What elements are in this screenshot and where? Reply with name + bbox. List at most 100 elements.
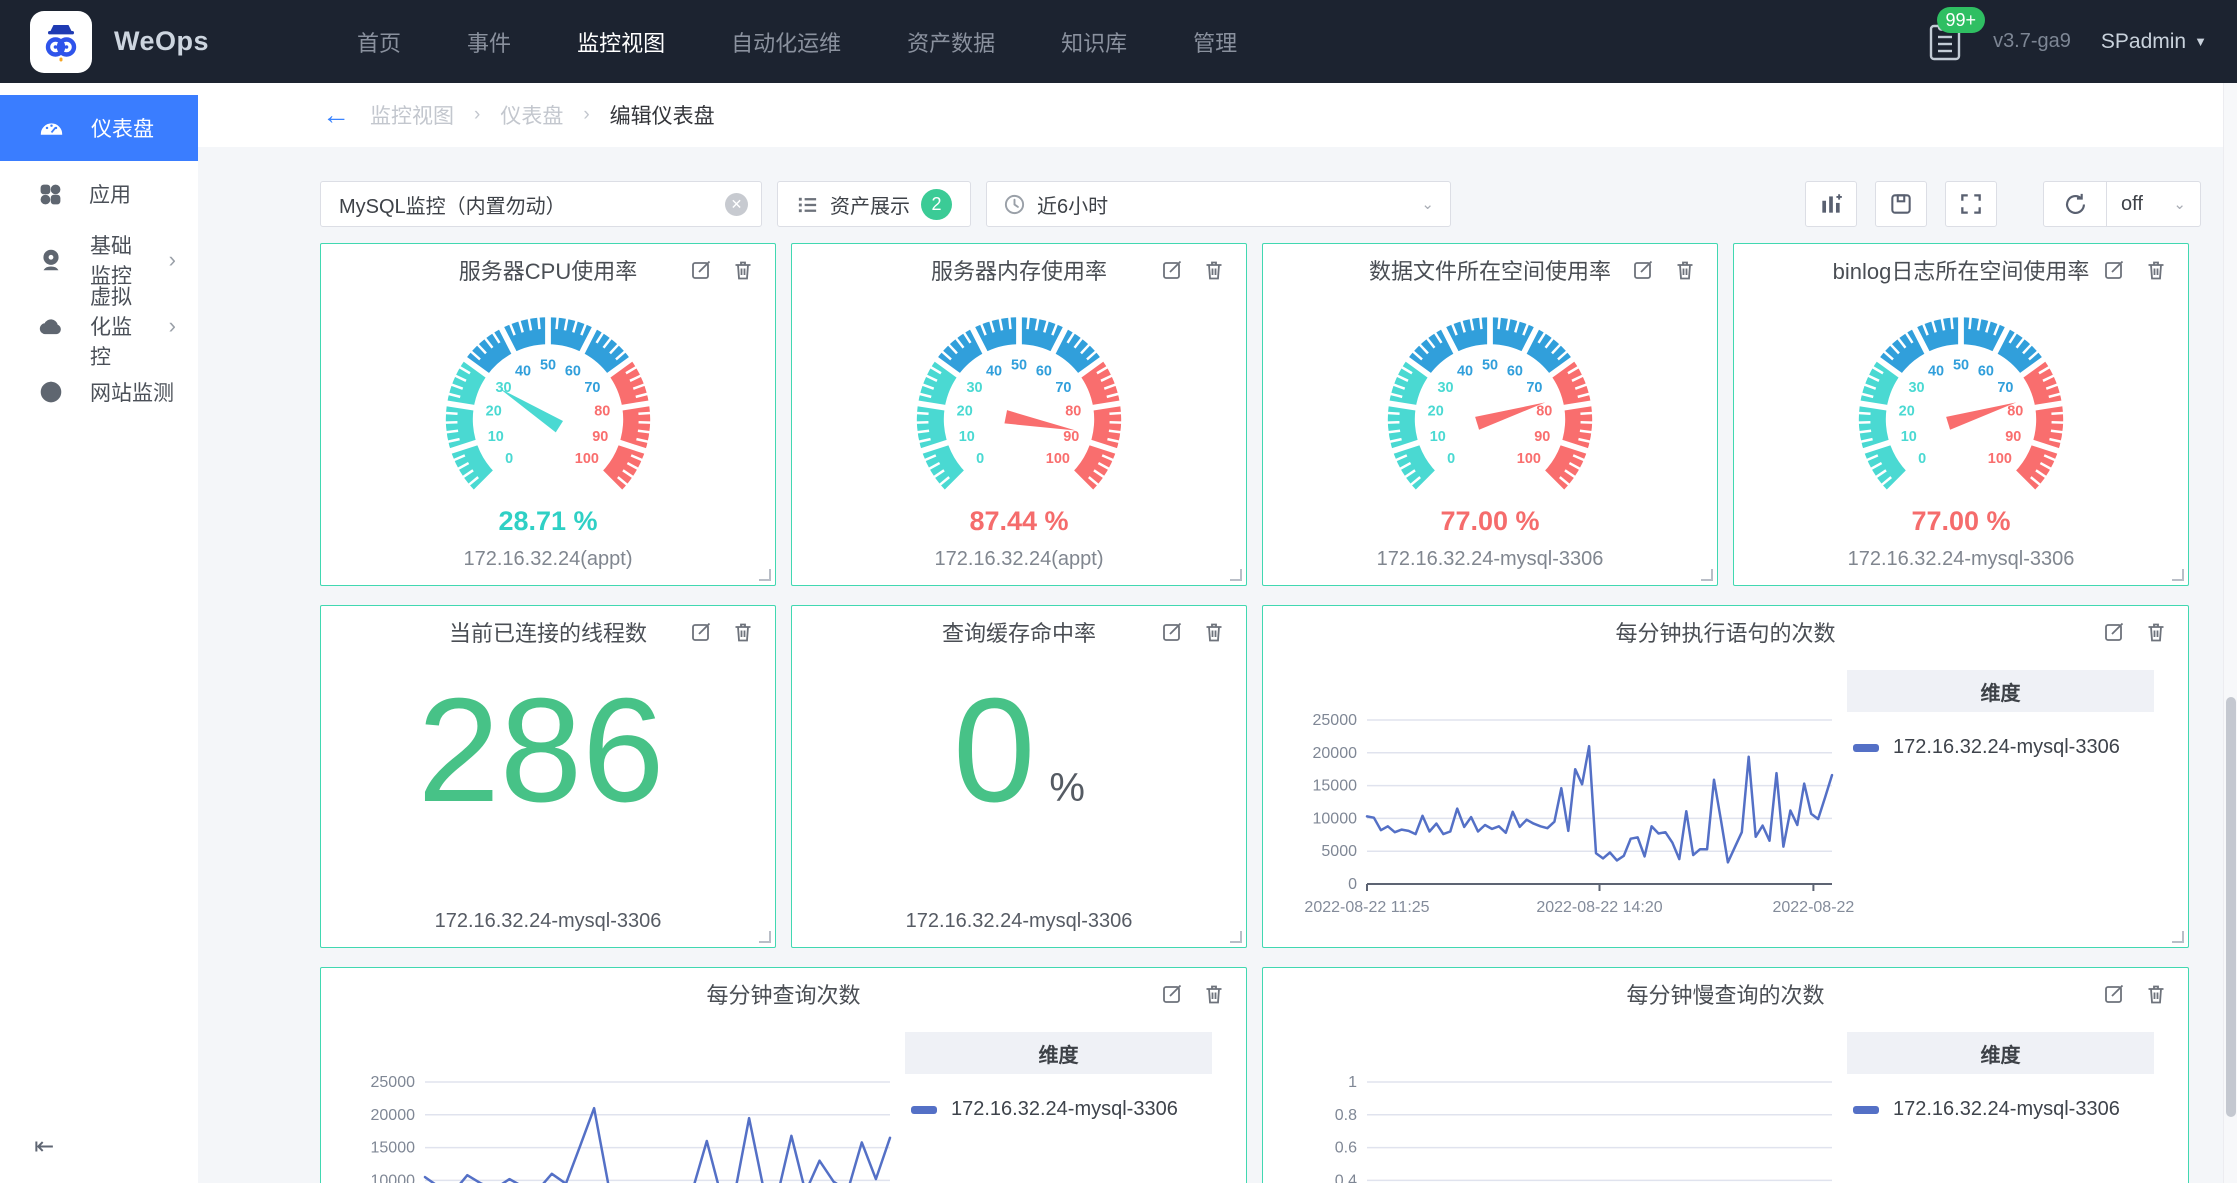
sidebar-item-virtualization-monitoring[interactable]: 虚拟化监控 › bbox=[0, 286, 198, 369]
sidebar-item-website-monitoring[interactable]: 网站监测 bbox=[0, 359, 198, 425]
breadcrumb-monitor-view[interactable]: 监控视图 bbox=[370, 105, 454, 128]
save-dashboard-button[interactable] bbox=[1875, 181, 1927, 227]
fullscreen-button[interactable] bbox=[1945, 181, 1997, 227]
edit-chart-icon[interactable] bbox=[689, 258, 713, 282]
delete-chart-icon[interactable] bbox=[731, 620, 755, 644]
card-footer: 172.16.32.24-mysql-3306 bbox=[905, 910, 1133, 932]
svg-text:25000: 25000 bbox=[371, 1074, 416, 1091]
page-scrollbar-track[interactable] bbox=[2223, 83, 2237, 1183]
delete-chart-icon[interactable] bbox=[2144, 982, 2168, 1006]
svg-text:60: 60 bbox=[565, 363, 581, 379]
nav-item-monitor-view[interactable]: 监控视图 bbox=[577, 30, 666, 56]
legend-header: 维度 bbox=[1847, 1032, 2154, 1074]
edit-chart-icon[interactable] bbox=[1160, 258, 1184, 282]
edit-chart-icon[interactable] bbox=[2102, 982, 2126, 1006]
legend-panel: 维度 172.16.32.24-mysql-3306 bbox=[1847, 1020, 2154, 1183]
delete-chart-icon[interactable] bbox=[1673, 258, 1697, 282]
card-title: 服务器内存使用率 bbox=[930, 259, 1107, 284]
resize-handle[interactable] bbox=[1230, 931, 1242, 943]
top-navigation: 首页 事件 监控视图 自动化运维 资产数据 知识库 管理 bbox=[357, 26, 1237, 58]
resize-handle[interactable] bbox=[1701, 569, 1713, 581]
nav-item-home[interactable]: 首页 bbox=[357, 30, 402, 56]
notification-count-badge: 99+ bbox=[1936, 6, 1986, 33]
filter-toolbar-row: ✕ 资产展示 2 近6小 bbox=[320, 181, 2201, 227]
sidebar-item-applications[interactable]: 应用 bbox=[0, 161, 198, 227]
edit-chart-icon[interactable] bbox=[2102, 620, 2126, 644]
delete-chart-icon[interactable] bbox=[1202, 258, 1226, 282]
resize-handle[interactable] bbox=[1230, 569, 1242, 581]
back-arrow-icon[interactable]: ← bbox=[322, 99, 350, 130]
svg-text:5000: 5000 bbox=[1321, 843, 1357, 860]
svg-text:0: 0 bbox=[505, 451, 513, 467]
weops-logo[interactable] bbox=[30, 10, 92, 73]
edit-chart-icon[interactable] bbox=[1160, 620, 1184, 644]
chevron-down-icon: ▼ bbox=[2194, 34, 2207, 49]
navbar-right: 99+ v3.7-ga9 SPadmin ▼ bbox=[1927, 6, 2207, 63]
chart-card-query-cache-hit-rate: 查询缓存命中率 0 % 172.16.32.24-mysql-3306 bbox=[791, 605, 1247, 948]
resize-handle[interactable] bbox=[759, 569, 771, 581]
chart-card-slow-queries-per-minute: 每分钟慢查询的次数 00.20.40.60.81 维度 172.16. bbox=[1262, 967, 2189, 1183]
nav-item-automation[interactable]: 自动化运维 bbox=[731, 30, 842, 56]
card-footer: 172.16.32.24(appt) bbox=[463, 548, 633, 570]
notifications-button[interactable]: 99+ bbox=[1927, 6, 1986, 63]
delete-chart-icon[interactable] bbox=[731, 258, 755, 282]
delete-chart-icon[interactable] bbox=[2144, 258, 2168, 282]
nav-item-admin[interactable]: 管理 bbox=[1193, 30, 1238, 56]
add-chart-button[interactable] bbox=[1805, 181, 1857, 227]
sidebar-item-dashboard[interactable]: 仪表盘 bbox=[0, 95, 198, 161]
breadcrumb-dashboard[interactable]: 仪表盘 bbox=[500, 105, 564, 128]
svg-text:25000: 25000 bbox=[1313, 712, 1358, 729]
stat-unit: % bbox=[1049, 766, 1085, 810]
nav-item-knowledge-base[interactable]: 知识库 bbox=[1061, 30, 1128, 56]
edit-chart-icon[interactable] bbox=[1160, 982, 1184, 1006]
card-title: 数据文件所在空间使用率 bbox=[1368, 259, 1611, 284]
save-icon bbox=[1891, 194, 1911, 214]
resize-handle[interactable] bbox=[2172, 569, 2184, 581]
clear-input-icon[interactable]: ✕ bbox=[725, 193, 748, 216]
svg-text:50: 50 bbox=[540, 357, 556, 373]
bar-chart-plus-icon bbox=[1822, 194, 1842, 213]
resize-handle[interactable] bbox=[759, 931, 771, 943]
svg-text:90: 90 bbox=[592, 429, 608, 445]
edit-chart-icon[interactable] bbox=[1631, 258, 1655, 282]
svg-text:80: 80 bbox=[1065, 404, 1081, 420]
refresh-button[interactable] bbox=[2044, 182, 2106, 226]
svg-text:80: 80 bbox=[2007, 404, 2023, 420]
gauge-value: 77.00 % bbox=[1440, 506, 1540, 536]
edit-chart-icon[interactable] bbox=[689, 620, 713, 644]
card-footer: 172.16.32.24-mysql-3306 bbox=[1376, 548, 1604, 570]
nav-item-events[interactable]: 事件 bbox=[467, 30, 512, 56]
legend-item[interactable]: 172.16.32.24-mysql-3306 bbox=[1847, 736, 2154, 759]
sidebar: 仪表盘 应用 基础监控 › 虚拟化监控 › bbox=[0, 83, 198, 1183]
delete-chart-icon[interactable] bbox=[2144, 620, 2168, 644]
resize-handle[interactable] bbox=[2172, 931, 2184, 943]
svg-text:50: 50 bbox=[1482, 357, 1498, 373]
page-scrollbar-thumb[interactable] bbox=[2226, 697, 2236, 1117]
chevron-down-icon: ⌄ bbox=[2173, 196, 2186, 213]
asset-display-button[interactable]: 资产展示 2 bbox=[777, 181, 971, 227]
nav-item-asset-data[interactable]: 资产数据 bbox=[907, 30, 996, 56]
sidebar-collapse-button[interactable]: ⇤ bbox=[34, 1133, 55, 1160]
delete-chart-icon[interactable] bbox=[1202, 982, 1226, 1006]
legend-panel: 维度 172.16.32.24-mysql-3306 bbox=[905, 1020, 1212, 1183]
legend-item[interactable]: 172.16.32.24-mysql-3306 bbox=[1847, 1098, 2154, 1121]
edit-chart-icon[interactable] bbox=[2102, 258, 2126, 282]
sidebar-item-basic-monitoring[interactable]: 基础监控 › bbox=[0, 227, 198, 293]
svg-text:80: 80 bbox=[594, 404, 610, 420]
user-menu[interactable]: SPadmin ▼ bbox=[2101, 30, 2207, 54]
time-range-select[interactable]: 近6小时 ⌄ bbox=[986, 181, 1451, 227]
delete-chart-icon[interactable] bbox=[1202, 620, 1226, 644]
dashboard-name-input[interactable] bbox=[337, 191, 711, 217]
breadcrumb: ← 监控视图 › 仪表盘 › 编辑仪表盘 bbox=[198, 83, 2237, 147]
svg-text:40: 40 bbox=[515, 363, 531, 379]
refresh-interval-select[interactable]: off ⌄ bbox=[2106, 182, 2200, 226]
gauge-value: 28.71 % bbox=[498, 506, 598, 536]
breadcrumb-separator: › bbox=[474, 104, 481, 125]
svg-text:1: 1 bbox=[1348, 1074, 1357, 1091]
legend-item[interactable]: 172.16.32.24-mysql-3306 bbox=[905, 1098, 1212, 1121]
svg-text:0: 0 bbox=[976, 451, 984, 467]
svg-text:30: 30 bbox=[1438, 380, 1454, 396]
